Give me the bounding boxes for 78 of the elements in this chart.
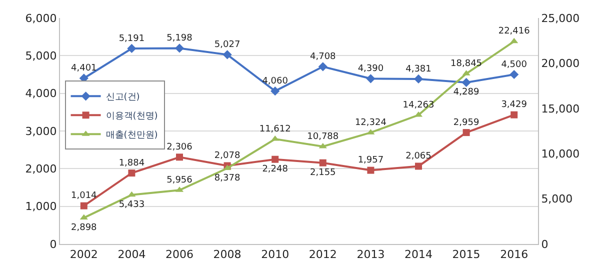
point (176, 154, 183, 161)
data-label: 11,612 (259, 124, 291, 134)
y-tick-label: 2,000 (25, 162, 57, 176)
point (174, 44, 184, 53)
data-label: 4,500 (501, 60, 528, 70)
y-tick-label: 5,000 (25, 50, 57, 63)
data-label: 5,956 (166, 176, 193, 186)
point (128, 191, 136, 197)
x-tick-label: 2002 (70, 248, 98, 262)
legend-label: 이용객(천명) (106, 112, 158, 122)
data-label: 3,429 (501, 100, 528, 110)
data-label: 2,959 (453, 118, 480, 128)
y-tick-label: 0 (50, 238, 57, 251)
y2-tick-label: 10,000 (541, 147, 580, 160)
data-label: 4,381 (406, 64, 432, 74)
data-label: 2,065 (406, 152, 432, 162)
data-label: 4,060 (262, 76, 288, 86)
point (223, 164, 232, 170)
point (510, 111, 518, 118)
point (319, 159, 326, 166)
x-tick-label: 2010 (261, 248, 290, 262)
data-label: 4,401 (71, 64, 97, 74)
point (510, 38, 518, 44)
data-label: 5,198 (166, 34, 193, 44)
data-label: 2,155 (310, 168, 336, 178)
point (414, 74, 424, 84)
data-label: 4,708 (310, 52, 336, 62)
y2-tick-label: 25,000 (541, 12, 580, 25)
y-tick-label: 4,000 (25, 87, 57, 100)
data-label: 12,324 (354, 118, 387, 128)
y2-tick-label: 20,000 (541, 57, 580, 70)
x-tick-label: 2012 (308, 248, 337, 262)
point (510, 70, 519, 80)
point (222, 50, 232, 60)
data-label: 10,788 (307, 132, 339, 142)
x-tick-label: 2013 (356, 248, 385, 262)
point (462, 78, 471, 87)
point (80, 214, 88, 220)
data-label: 1,957 (358, 156, 384, 166)
point (318, 142, 327, 148)
legend-label: 신고(건) (106, 92, 140, 103)
data-label: 2,248 (262, 164, 288, 174)
data-label: 22,416 (498, 26, 530, 37)
data-label: 8,378 (214, 173, 240, 184)
data-label: 5,433 (118, 200, 145, 210)
point (80, 202, 88, 210)
x-tick-label: 2006 (166, 248, 194, 262)
point (367, 166, 374, 174)
data-label: 1,014 (71, 191, 98, 202)
y2-tick-label: 0 (541, 238, 548, 251)
x-tick-label: 2008 (213, 248, 242, 262)
x-tick-label: 2015 (452, 248, 480, 262)
data-label: 2,078 (214, 151, 240, 162)
x-tick-label: 2004 (118, 248, 146, 262)
legend-label: 매출(천만원) (106, 130, 158, 141)
y2-tick-label: 5,000 (541, 192, 573, 206)
point (270, 86, 280, 96)
data-label: 18,845 (450, 59, 482, 70)
point (318, 62, 328, 72)
x-tick-label: 2014 (404, 248, 432, 262)
data-label: 5,191 (118, 34, 145, 44)
point (366, 74, 376, 84)
data-label: 2,306 (166, 142, 193, 153)
y-tick-label: 1,000 (25, 200, 57, 214)
x-tick-label: 2016 (500, 248, 528, 262)
point (415, 162, 422, 170)
point (127, 44, 136, 54)
point (272, 156, 279, 163)
point (462, 129, 470, 136)
y-tick-label: 3,000 (25, 124, 57, 138)
data-label: 5,027 (214, 40, 240, 50)
data-label: 2,898 (71, 222, 98, 233)
y-tick-label: 6,000 (25, 12, 57, 25)
data-label: 4,390 (358, 64, 384, 74)
y2-tick-label: 15,000 (541, 102, 580, 116)
point (128, 170, 136, 177)
data-label: 4,289 (453, 88, 480, 98)
data-label: 1,884 (118, 158, 145, 168)
